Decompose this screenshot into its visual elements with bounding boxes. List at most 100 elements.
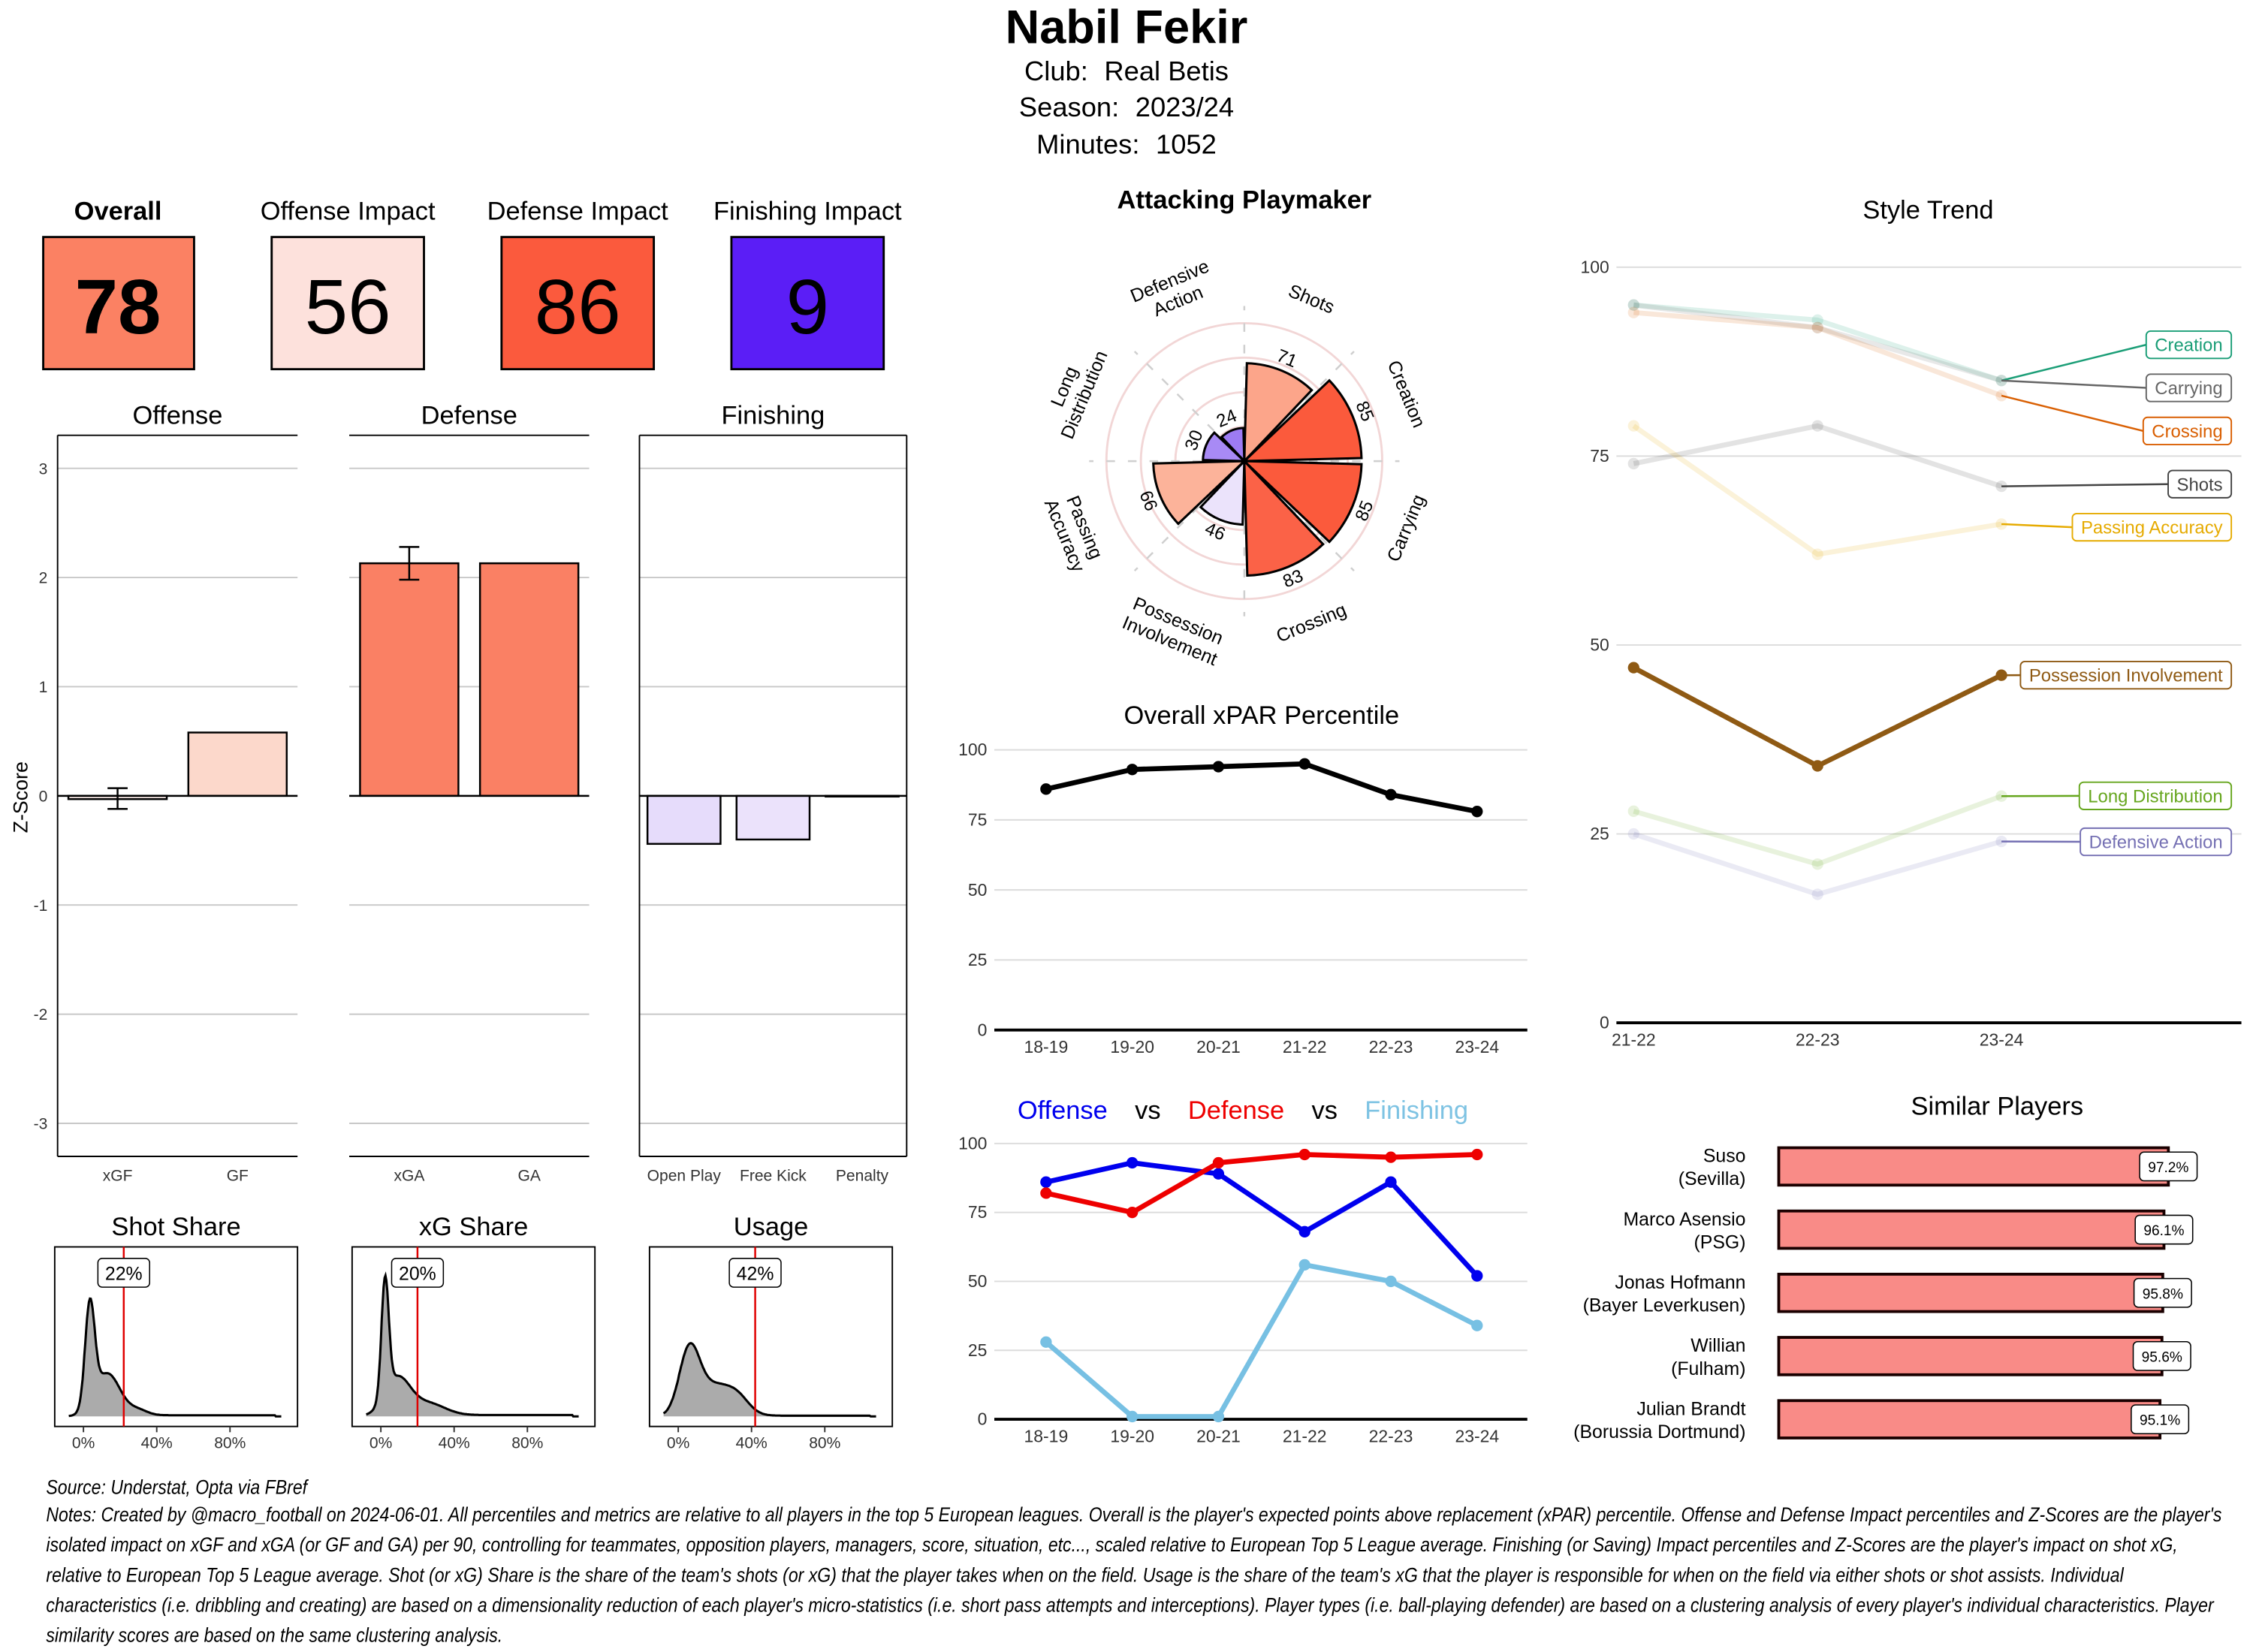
xg-share-title: xG Share	[419, 1213, 528, 1241]
radar-title: Attacking Playmaker	[1117, 185, 1372, 214]
xg-share-value-label: 20%	[399, 1264, 436, 1285]
xpar-title: Overall xPAR Percentile	[1123, 701, 1399, 730]
long-distribution-line	[1633, 794, 2003, 867]
creation-line	[1633, 302, 2003, 383]
ovd-title-vs-2: vs	[1312, 1096, 1338, 1125]
defense-point	[1040, 1187, 1052, 1199]
shot-share-panel	[53, 1246, 299, 1427]
impact-cards: Overall 78 Offense Impact 56 Defense Imp…	[42, 197, 902, 371]
defensive-action-line	[1633, 831, 2002, 897]
notes-container: Notes: Created by @macro_football on 202…	[46, 1504, 2221, 1647]
trend-connector-shots	[2001, 483, 2169, 487]
x-tick-label: 80%	[511, 1434, 543, 1452]
x-tick-label: 80%	[214, 1434, 246, 1452]
xpar-chart: Overall xPAR Percentile 0 25 50 75 100 18-19 1…	[958, 701, 1528, 1057]
style-trend-chart: Style Trend 0 25 50 75 100 21-22 22-23 23-24 Cre…	[1581, 196, 2242, 1050]
x-tick-label: 23-24	[1980, 1030, 2024, 1050]
similarity-label: 97.2%	[2148, 1160, 2188, 1176]
finishing-point	[1040, 1336, 1052, 1348]
similar-player-name: Suso	[1703, 1146, 1746, 1167]
passing-accuracy-point	[1811, 548, 1823, 560]
radar-label-defensive-action: DefensiveAction	[1127, 256, 1220, 327]
season-line: Season: 2023/24	[1019, 92, 1234, 122]
similarity-label-box	[2133, 1277, 2192, 1308]
trend-label-creation: Creation	[2155, 336, 2222, 356]
x-tick-label: 0%	[72, 1434, 95, 1452]
x-tick-label: 22-23	[1796, 1030, 1840, 1050]
y-tick-label: 50	[968, 1271, 988, 1291]
shots-point	[1627, 457, 1639, 470]
creation-point	[1811, 314, 1823, 326]
long-distribution-point	[1627, 805, 1639, 817]
zscore-chart: Z-Score Offense xGF GF Defense xGA GA Finishin…	[10, 401, 908, 1185]
x-tick-label: 40%	[736, 1434, 768, 1452]
y-tick-label: 0	[978, 1020, 988, 1039]
style-trend-title: Style Trend	[1862, 196, 1993, 225]
finishing-point	[1212, 1410, 1225, 1423]
trend-label-crossing: Crossing	[2152, 422, 2222, 442]
bar-open-play	[646, 794, 722, 846]
impact-box-overall	[42, 236, 195, 371]
series-point	[1385, 788, 1397, 800]
x-tick-label: 21-22	[1283, 1427, 1327, 1446]
y-tick-label: 0	[978, 1409, 988, 1429]
distribution-charts: Shot Share 22% 0% 40% 80% xG Share 20% 0% 40% 80%…	[53, 1213, 894, 1452]
impact-value-overall: 78	[75, 263, 161, 350]
radar-bar-creation	[1241, 378, 1363, 463]
series-point	[1212, 761, 1225, 773]
x-tick-label: 21-22	[1283, 1037, 1327, 1057]
y-tick-label: 25	[1590, 824, 1609, 843]
usage-density-area	[663, 1343, 876, 1417]
club-label: Club:	[1024, 56, 1088, 86]
x-tick-label: 19-20	[1110, 1427, 1154, 1446]
x-tick-label: 22-23	[1369, 1427, 1413, 1446]
x-tick-label: Penalty	[836, 1168, 889, 1185]
y-tick-label: 0	[39, 788, 48, 805]
y-tick-label: 50	[968, 880, 988, 900]
similar-player-club: (Bayer Leverkusen)	[1583, 1295, 1746, 1316]
impact-box-offense	[270, 236, 425, 371]
player-name: Nabil Fekir	[1006, 1, 1248, 53]
long-distribution-point	[1811, 858, 1823, 870]
ovd-title-offense: Offense	[1018, 1096, 1108, 1125]
similarity-label: 95.6%	[2142, 1350, 2182, 1366]
series-point	[1040, 783, 1052, 795]
minutes-label: Minutes:	[1036, 129, 1139, 160]
passing-accuracy-line	[1632, 424, 2002, 557]
bar-gf	[187, 731, 288, 797]
y-tick-label: 25	[968, 950, 988, 969]
similar-player-bar	[1777, 1209, 2166, 1250]
x-tick-label: 80%	[809, 1434, 840, 1452]
similar-player-club: (Sevilla)	[1678, 1168, 1746, 1189]
similarity-label-box	[2132, 1341, 2191, 1371]
trend-connector-creation	[2001, 343, 2147, 381]
similarity-label-box	[2131, 1404, 2190, 1434]
defense-point	[1471, 1148, 1483, 1161]
defense-point	[1385, 1151, 1397, 1163]
ovd-title-vs-1: vs	[1135, 1096, 1160, 1125]
similar-player-bar	[1777, 1336, 2164, 1376]
carrying-point	[1811, 321, 1823, 333]
similar-player-name: Marco Asensio	[1623, 1209, 1745, 1230]
finishing-point	[1471, 1319, 1483, 1331]
x-tick-label: 0%	[667, 1434, 689, 1452]
trend-connector-carrying	[2001, 379, 2146, 389]
y-tick-label: 75	[968, 1202, 988, 1222]
similarity-label-box	[2139, 1151, 2198, 1182]
carrying-line	[1633, 302, 2002, 383]
shot-share-title: Shot Share	[111, 1213, 240, 1241]
offense-point	[1126, 1156, 1139, 1169]
creation-point	[1627, 299, 1639, 311]
similarity-label: 95.1%	[2140, 1413, 2180, 1429]
x-tick-label: GF	[227, 1168, 249, 1185]
y-tick-label: 100	[958, 740, 987, 759]
xg-share-density-area	[366, 1275, 579, 1417]
y-tick-label: 75	[1590, 446, 1609, 466]
defensive-action-point	[1811, 888, 1823, 900]
radar-bar-carrying	[1241, 460, 1363, 544]
radar-bar-possession-involvement	[1199, 458, 1246, 526]
y-tick-label: -3	[34, 1116, 48, 1133]
finishing-point	[1298, 1259, 1310, 1271]
impact-box-defense	[500, 236, 656, 371]
radar-bar-passing-accuracy	[1152, 460, 1247, 526]
